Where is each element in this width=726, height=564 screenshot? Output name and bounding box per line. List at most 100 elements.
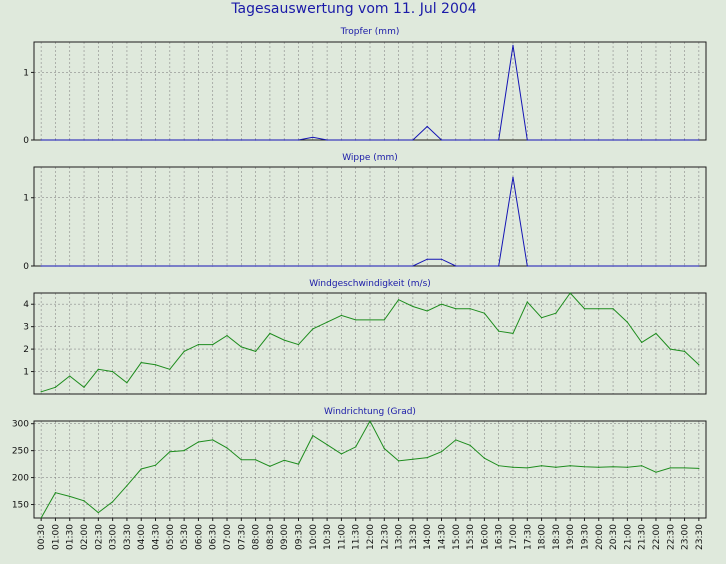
data-point: [698, 467, 700, 470]
data-point: [483, 457, 485, 459]
data-point: [112, 370, 114, 373]
x-tick-label: 13:30: [409, 524, 419, 550]
x-tick-label: 07:30: [237, 524, 247, 550]
data-point: [169, 451, 171, 453]
data-point: [97, 368, 99, 370]
data-point: [440, 303, 443, 305]
data-point: [154, 364, 157, 366]
x-tick-label: 21:30: [638, 524, 648, 550]
data-point: [226, 139, 228, 141]
data-point: [569, 265, 571, 267]
data-point: [583, 466, 586, 468]
x-tick-label: 08:00: [252, 524, 262, 550]
data-point: [698, 364, 700, 366]
data-point: [641, 265, 643, 267]
x-tick-label: 18:30: [552, 524, 562, 550]
x-tick-label: 15:30: [466, 524, 476, 550]
data-point: [412, 139, 414, 141]
data-point: [69, 265, 71, 267]
data-point: [655, 471, 657, 473]
x-tick-label: 02:00: [80, 524, 90, 550]
data-point: [169, 139, 171, 141]
data-point: [83, 139, 85, 141]
data-point: [683, 139, 686, 141]
data-point: [197, 265, 200, 267]
data-point: [297, 265, 300, 267]
y-tick-label: 200: [12, 474, 29, 484]
data-point: [669, 265, 671, 267]
data-point: [240, 346, 242, 348]
data-point: [226, 447, 228, 449]
data-point: [169, 368, 171, 370]
data-point: [297, 463, 300, 465]
x-tick-label: 16:00: [480, 524, 490, 550]
data-point: [369, 139, 371, 141]
panel-title: Wippe (mm): [342, 153, 398, 163]
data-point: [197, 139, 200, 141]
data-point: [255, 265, 257, 267]
page-title: Tagesauswertung vom 11. Jul 2004: [230, 1, 476, 17]
data-point: [583, 139, 586, 141]
data-point: [212, 265, 214, 267]
data-point: [197, 441, 200, 443]
data-point: [469, 308, 471, 310]
data-point: [269, 265, 271, 267]
data-point: [412, 265, 414, 267]
data-point: [555, 312, 557, 314]
data-point: [440, 451, 443, 453]
data-point: [669, 139, 671, 141]
data-point: [140, 139, 142, 141]
data-point: [612, 308, 614, 310]
data-point: [526, 265, 528, 267]
data-point: [312, 265, 314, 267]
panel-title: Windrichtung (Grad): [324, 407, 416, 417]
data-point: [526, 301, 528, 303]
data-point: [698, 139, 700, 141]
data-point: [154, 265, 157, 267]
data-point: [126, 139, 128, 141]
data-point: [655, 139, 657, 141]
data-point: [97, 265, 99, 267]
data-point: [526, 467, 528, 469]
data-point: [498, 139, 500, 141]
data-point: [240, 265, 242, 267]
data-point: [340, 265, 343, 267]
x-tick-label: 13:00: [395, 524, 405, 550]
data-point: [626, 466, 628, 468]
x-tick-label: 04:30: [152, 524, 162, 550]
data-point: [540, 317, 543, 319]
data-point: [240, 459, 242, 461]
data-point: [297, 139, 300, 141]
data-point: [569, 139, 571, 141]
data-point: [683, 467, 686, 469]
data-point: [526, 139, 528, 141]
data-point: [112, 139, 114, 141]
data-point: [297, 344, 300, 346]
data-point: [383, 139, 385, 141]
data-point: [54, 139, 57, 141]
data-point: [255, 459, 257, 461]
data-point: [440, 139, 443, 141]
data-point: [83, 386, 85, 388]
panel-wippe: Wippe (mm) 0 1: [23, 153, 707, 272]
data-point: [397, 460, 400, 462]
data-point: [555, 265, 557, 267]
data-point: [512, 466, 514, 468]
data-point: [69, 139, 71, 141]
data-point: [583, 265, 586, 267]
x-tick-label: 06:00: [194, 524, 204, 550]
data-point: [455, 139, 457, 141]
data-point: [426, 457, 428, 459]
data-point: [383, 265, 385, 267]
data-point: [197, 344, 200, 346]
data-point: [340, 314, 343, 317]
y-tick-label: 150: [12, 501, 29, 511]
data-point: [54, 492, 57, 494]
y-tick-label: 250: [12, 447, 29, 457]
data-point: [183, 265, 185, 267]
data-point: [598, 466, 600, 468]
x-tick-label: 19:00: [566, 524, 576, 550]
data-point: [683, 350, 686, 352]
x-tick-label: 07:00: [223, 524, 233, 550]
data-point: [226, 265, 228, 267]
